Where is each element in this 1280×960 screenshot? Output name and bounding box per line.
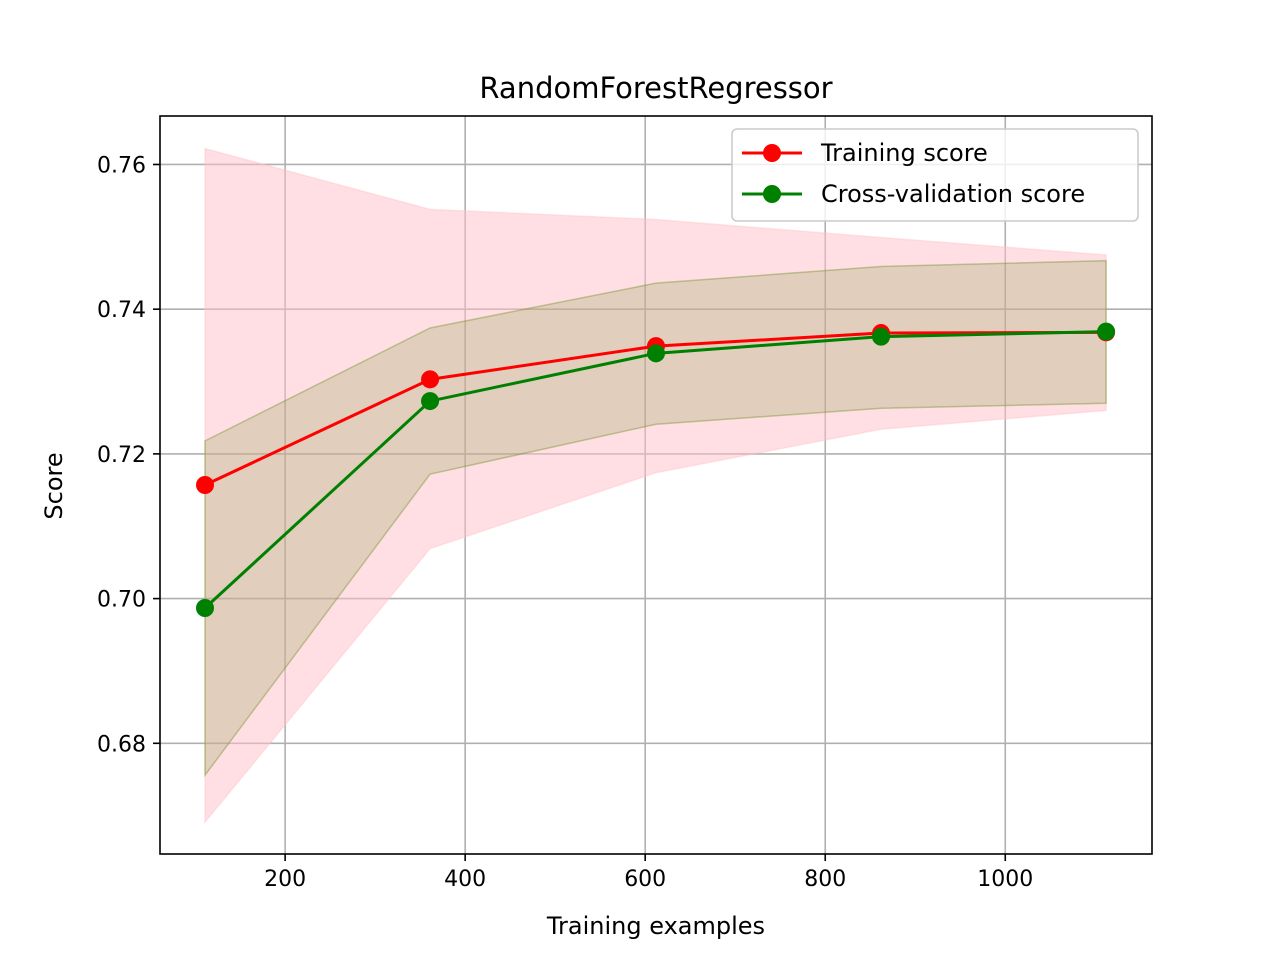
band-series-0 [204,147,1107,825]
y-axis-label: Score [40,452,68,519]
x-axis-label: Training examples [546,912,765,940]
y-axis-ticks: 0.68 0.70 0.72 0.74 0.76 [97,153,160,757]
x-tick-label-0: 200 [264,867,306,892]
point-series-1-0 [196,599,215,617]
y-tick-label-3: 0.74 [97,298,146,323]
legend: Training score Cross-validation score [731,128,1139,222]
x-tick-label-4: 1000 [977,867,1033,892]
y-tick-label-4: 0.76 [97,153,146,178]
score-bands [204,147,1107,825]
legend-marker-0 [763,144,781,162]
point-series-1-3 [872,327,891,346]
x-tick-label-2: 600 [624,867,666,892]
plot-frame [159,115,1153,855]
x-tick-label-1: 400 [444,867,486,892]
y-tick-label-0: 0.68 [97,732,146,757]
point-series-1-4 [1097,322,1116,341]
point-series-0-0 [196,476,215,494]
point-series-1-1 [421,392,440,411]
band-series-1 [204,259,1107,778]
legend-marker-1 [763,185,781,203]
x-axis-ticks: 200 400 600 800 1000 [264,854,1033,892]
chart-title: RandomForestRegressor [479,71,832,105]
point-series-1-2 [647,344,665,363]
legend-box [731,128,1139,222]
series-points [196,322,1116,617]
point-series-0-1 [421,370,440,389]
y-tick-label-2: 0.72 [97,443,146,468]
y-tick-label-1: 0.70 [97,588,146,613]
x-tick-label-3: 800 [804,867,846,892]
legend-label-0: Training score [820,139,988,167]
legend-label-1: Cross-validation score [821,180,1085,208]
